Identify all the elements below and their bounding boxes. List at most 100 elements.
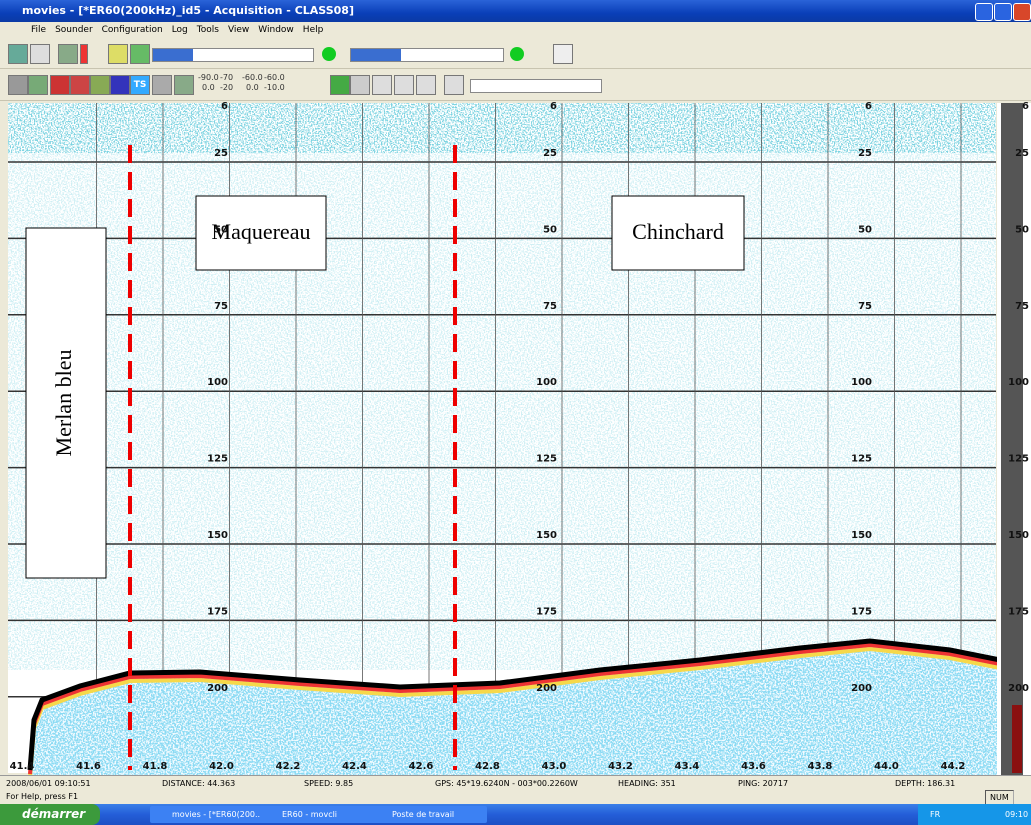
distance-label: 43.6 — [741, 761, 766, 772]
menu-item[interactable]: Tools — [197, 25, 219, 35]
title-bar: movies - [*ER60(200kHz)_id5 - Acquisitio… — [0, 0, 1031, 22]
window-title: movies - [*ER60(200kHz)_id5 - Acquisitio… — [22, 4, 354, 17]
depth-label: 6 — [221, 101, 228, 112]
status-speed: SPEED: 9.85 — [304, 776, 353, 791]
depth-label: 175 — [536, 606, 557, 617]
depth-label: 100 — [207, 377, 228, 388]
threshold-value: -60.0 — [242, 73, 263, 83]
depth-label: 200 — [207, 683, 228, 694]
distance-label: 43.0 — [542, 761, 567, 772]
status-gps: GPS: 45*19.6240N - 003*00.2260W — [435, 776, 578, 791]
depth-label: 125 — [1008, 454, 1029, 465]
close-button[interactable] — [1013, 3, 1031, 21]
depth-label: 125 — [851, 454, 872, 465]
depth-label: 75 — [858, 301, 872, 312]
maximize-button[interactable] — [994, 3, 1012, 21]
depth-label: 6 — [550, 101, 557, 112]
help-text: For Help, press F1 — [6, 792, 78, 801]
ts-button[interactable]: TS — [130, 75, 150, 95]
depth-label: 100 — [536, 377, 557, 388]
distance-label: 43.4 — [675, 761, 700, 772]
depth-label: 75 — [543, 301, 557, 312]
clock: 09:10 — [1005, 804, 1028, 825]
distance-label: 42.2 — [276, 761, 301, 772]
depth-label: 25 — [214, 148, 228, 159]
depth-label: 100 — [851, 377, 872, 388]
taskbar: démarrer movies - [*ER60(200...ER60 - mo… — [0, 804, 1031, 825]
threshold-value: -90.0 — [198, 73, 219, 83]
menu-item[interactable]: Help — [303, 25, 324, 35]
distance-label: 42.0 — [209, 761, 234, 772]
depth-label: 150 — [207, 530, 228, 541]
threshold-value: -20 — [220, 83, 233, 93]
depth-label: 100 — [1008, 377, 1029, 388]
species-label: Merlan bleu — [51, 350, 76, 457]
task-button[interactable]: movies - [*ER60(200... — [150, 806, 267, 823]
menu-item[interactable]: Configuration — [102, 25, 163, 35]
distance-label: 43.2 — [608, 761, 633, 772]
task-button[interactable]: Poste de travail — [370, 806, 487, 823]
distance-label: 42.8 — [475, 761, 500, 772]
depth-label: 50 — [858, 224, 872, 235]
threshold: -70-20 — [220, 73, 233, 93]
threshold-value: -10.0 — [264, 83, 285, 93]
depth-label: 6 — [865, 101, 872, 112]
depth-label: 175 — [1008, 606, 1029, 617]
depth-label: 75 — [214, 301, 228, 312]
distance-label: 41.6 — [76, 761, 101, 772]
toolbar-1 — [0, 38, 1031, 69]
status-time: 2008/06/01 09:10:51 — [6, 776, 91, 791]
status-heading: HEADING: 351 — [618, 776, 676, 791]
depth-label: 200 — [536, 683, 557, 694]
menu-bar: File Sounder Configuration Log Tools View Wind… — [0, 22, 1031, 38]
distance-label: 42.4 — [342, 761, 367, 772]
depth-label: 25 — [858, 148, 872, 159]
menu-item[interactable]: View — [228, 25, 249, 35]
species-label: Chinchard — [632, 219, 724, 244]
status-distance: DISTANCE: 44.363 — [162, 776, 235, 791]
language: FR — [930, 804, 940, 825]
depth-label: 150 — [1008, 530, 1029, 541]
depth-label: 50 — [543, 224, 557, 235]
depth-label: 50 — [214, 224, 228, 235]
minimize-button[interactable] — [975, 3, 993, 21]
help-bar: For Help, press F1 NUM — [0, 790, 1031, 804]
threshold-value: 0.0 — [198, 83, 219, 93]
depth-label: 6 — [1022, 101, 1029, 112]
threshold: -60.0-10.0 — [264, 73, 285, 93]
depth-label: 200 — [1008, 683, 1029, 694]
threshold-value: -70 — [220, 73, 233, 83]
depth-label: 150 — [851, 530, 872, 541]
task-button[interactable]: ER60 - movcli — [260, 806, 377, 823]
distance-label: 43.8 — [808, 761, 833, 772]
distance-label: 41.4 — [10, 761, 35, 772]
depth-label: 125 — [207, 454, 228, 465]
menu-item[interactable]: Log — [172, 25, 188, 35]
status-depth: DEPTH: 186.31 — [895, 776, 955, 791]
status-ping: PING: 20717 — [738, 776, 788, 791]
distance-label: 44.0 — [874, 761, 899, 772]
menu-item[interactable]: File — [31, 25, 46, 35]
depth-label: 175 — [207, 606, 228, 617]
threshold-value: 0.0 — [242, 83, 263, 93]
menu-item[interactable]: Sounder — [55, 25, 93, 35]
distance-label: 44.2 — [941, 761, 966, 772]
depth-label: 150 — [536, 530, 557, 541]
depth-label: 125 — [536, 454, 557, 465]
distance-label: 42.6 — [409, 761, 434, 772]
depth-label: 25 — [543, 148, 557, 159]
status-bar: 2008/06/01 09:10:51 DISTANCE: 44.363 SPE… — [0, 775, 1031, 791]
menu-item[interactable]: Window — [258, 25, 294, 35]
page: {"window": {"title": "movies - [*ER60(20… — [0, 0, 1031, 825]
depth-label: 200 — [851, 683, 872, 694]
depth-label: 175 — [851, 606, 872, 617]
depth-label: 50 — [1015, 224, 1029, 235]
depth-label: 25 — [1015, 148, 1029, 159]
distance-label: 41.8 — [143, 761, 168, 772]
start-button[interactable]: démarrer — [0, 804, 100, 825]
threshold-value: -60.0 — [264, 73, 285, 83]
